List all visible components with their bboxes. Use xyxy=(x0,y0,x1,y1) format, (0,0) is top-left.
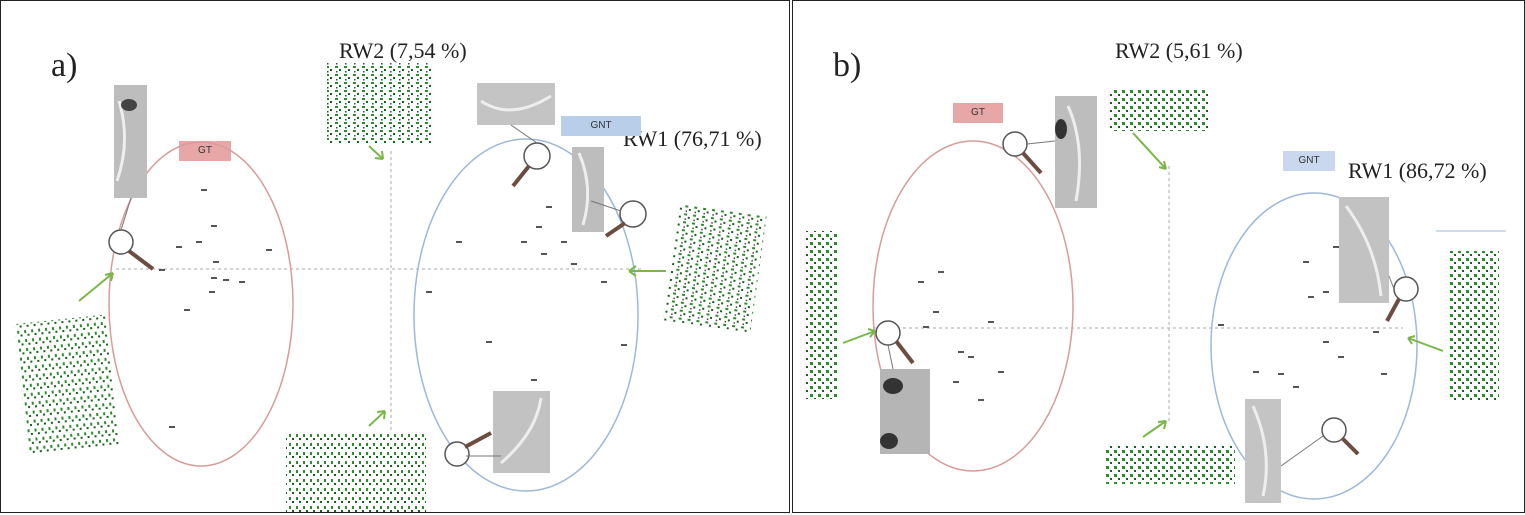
panel-b-letter: b) xyxy=(833,47,862,84)
panel-b-landmark-grid-left xyxy=(806,231,838,399)
panel-a-letter: a) xyxy=(51,47,78,84)
panel-a-gnt-tag: GNT xyxy=(561,116,641,136)
panel-b: b) RW2 (5,61 %) RW1 (86,72 %) GT GNT xyxy=(792,0,1525,513)
panel-a: a) RW2 (7,54 %) RW1 (76,71 %) GT GNT xyxy=(0,0,790,513)
panel-b-pointer-lines xyxy=(887,140,1395,467)
panel-a-landmark-grid-right xyxy=(663,203,767,333)
panel-b-photo-4 xyxy=(1245,399,1281,503)
panel-a-pointer-lines xyxy=(120,124,622,457)
panel-a-arrows xyxy=(78,145,666,427)
panel-a-landmark-grid-left xyxy=(14,314,120,456)
panel-a-points xyxy=(159,189,627,428)
panel-b-gt-tag: GT xyxy=(953,103,1003,123)
panel-a-rw2-label: RW2 (7,54 %) xyxy=(339,38,467,63)
panel-b-arrows xyxy=(842,132,1444,438)
panel-a-landmark-grid-top xyxy=(327,63,434,143)
panel-b-landmark-grid-top xyxy=(1109,89,1209,131)
panel-b-points xyxy=(918,246,1387,401)
panel-b-magnifiers xyxy=(875,131,1419,456)
panel-b-photo-2 xyxy=(1339,197,1389,303)
panel-a-gt-ellipse xyxy=(108,141,294,467)
panel-a-rw1-label: RW1 (76,71 %) xyxy=(623,126,762,151)
panel-a-gnt-ellipse xyxy=(413,138,639,492)
panel-b-landmark-grid-bottom xyxy=(1105,446,1235,484)
panel-a-magnifiers xyxy=(108,142,647,467)
panel-b-gnt-ellipse xyxy=(1210,192,1418,500)
panel-b-gnt-tag: GNT xyxy=(1283,151,1335,171)
panel-b-rw2-label: RW2 (5,61 %) xyxy=(1115,38,1243,63)
panel-b-landmark-grid-right xyxy=(1449,251,1499,401)
panel-b-gt-ellipse xyxy=(872,140,1074,472)
panel-a-photo-2 xyxy=(477,83,555,125)
panel-b-plot xyxy=(806,89,1506,503)
panel-a-gt-tag: GT xyxy=(179,141,231,161)
panel-a-landmark-grid-bottom xyxy=(286,431,426,512)
panel-b-rw1-label: RW1 (86,72 %) xyxy=(1348,158,1487,183)
panel-b-photo-1 xyxy=(1055,96,1097,208)
panel-a-plot xyxy=(14,63,767,512)
